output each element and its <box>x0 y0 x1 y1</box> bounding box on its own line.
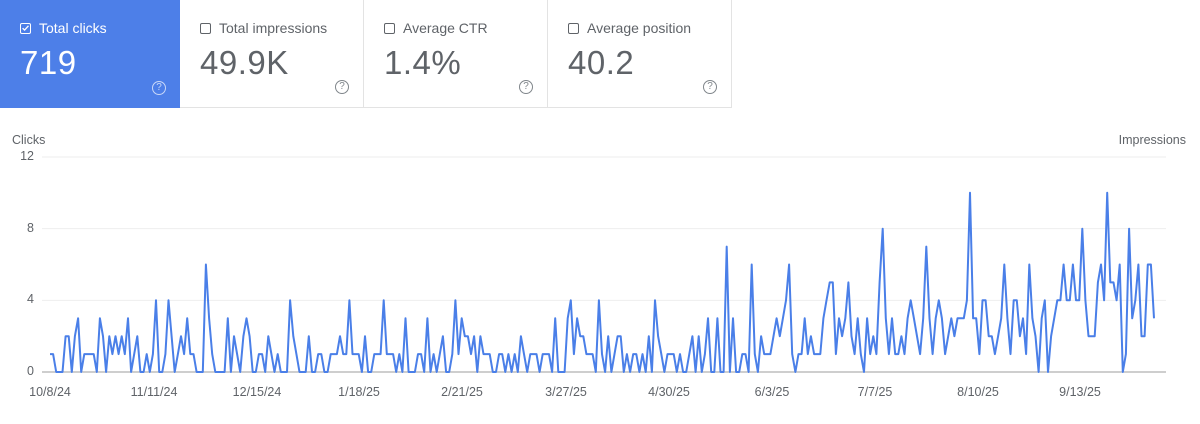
x-tick-label: 3/27/25 <box>545 385 587 399</box>
help-circle-icon[interactable]: ? <box>519 80 533 94</box>
metric-label: Average CTR <box>403 20 488 36</box>
metric-card-total-clicks[interactable]: Total clicks 719 ? <box>0 0 180 108</box>
metric-label: Average position <box>587 20 692 36</box>
checkbox-unchecked-icon[interactable] <box>200 22 211 34</box>
metric-cards: Total clicks 719 ? Total impressions 49.… <box>0 0 732 108</box>
metric-toggle-total-clicks[interactable]: Total clicks <box>20 20 107 36</box>
clicks-series-line <box>50 191 1155 373</box>
checkbox-checked-icon[interactable] <box>20 22 31 34</box>
y-tick-label: 12 <box>20 149 34 163</box>
y-tick-label: 8 <box>27 220 34 235</box>
y-tick-label: 0 <box>27 364 34 378</box>
x-tick-label: 2/21/25 <box>441 385 483 399</box>
metric-toggle-total-impressions[interactable]: Total impressions <box>200 20 327 36</box>
metric-label: Total clicks <box>39 20 107 36</box>
x-tick-label: 11/11/24 <box>130 385 178 399</box>
checkbox-unchecked-icon[interactable] <box>384 22 395 34</box>
metric-label: Total impressions <box>219 20 328 36</box>
x-tick-label: 12/15/24 <box>232 385 282 399</box>
y-tick-label: 4 <box>27 292 34 307</box>
metric-toggle-average-ctr[interactable]: Average CTR <box>384 20 488 36</box>
x-tick-label: 9/13/25 <box>1059 385 1101 399</box>
metric-value: 1.4% <box>384 44 462 81</box>
y-axis-title-right: Impressions <box>1118 133 1186 147</box>
x-tick-label: 8/10/25 <box>957 385 999 399</box>
checkbox-unchecked-icon[interactable] <box>568 22 579 34</box>
help-circle-icon[interactable]: ? <box>703 80 717 94</box>
help-circle-icon[interactable]: ? <box>152 81 166 95</box>
x-tick-label: 1/18/25 <box>338 385 380 399</box>
x-tick-label: 4/30/25 <box>648 385 690 399</box>
help-circle-icon[interactable]: ? <box>335 80 349 94</box>
metric-value: 719 <box>20 44 77 81</box>
metric-card-average-ctr[interactable]: Average CTR 1.4% ? <box>364 0 548 108</box>
metric-card-average-position[interactable]: Average position 40.2 ? <box>548 0 732 108</box>
x-tick-label: 10/8/24 <box>29 385 71 399</box>
grid-lines <box>42 156 1166 373</box>
metric-value: 49.9K <box>200 44 289 81</box>
y-axis-title-left: Clicks <box>12 133 46 147</box>
metric-card-total-impressions[interactable]: Total impressions 49.9K ? <box>180 0 364 108</box>
x-tick-label: 6/3/25 <box>754 385 790 399</box>
x-tick-label: 7/7/25 <box>857 385 893 399</box>
metric-value: 40.2 <box>568 44 635 81</box>
metric-toggle-average-position[interactable]: Average position <box>568 20 691 36</box>
